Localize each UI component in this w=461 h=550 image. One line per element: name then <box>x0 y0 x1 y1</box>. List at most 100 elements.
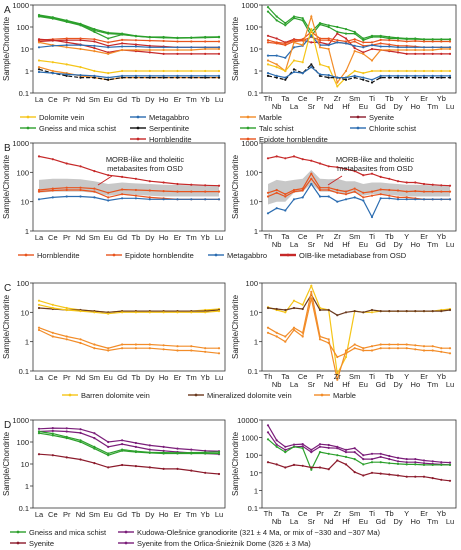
spider-C-xtick-label: Sm <box>349 372 360 381</box>
ree-D-point <box>204 471 207 474</box>
spider-A-point <box>422 40 426 43</box>
legend-label-B: Hornblendite <box>37 251 80 260</box>
ree-D-xtick-label: Lu <box>215 510 223 519</box>
ree-B-xtick-label: Tm <box>186 233 197 242</box>
spider-D-point <box>362 458 365 461</box>
spider-A-point <box>379 48 382 52</box>
spider-C-xtick-label: Tb <box>385 372 394 381</box>
spider-A-point <box>344 37 348 40</box>
ree-A-point <box>37 38 41 41</box>
y-axis-label-left-C: Sample/Chondrite <box>2 294 11 359</box>
spider-A-point <box>301 17 304 20</box>
ree-C-xtick-label: Eu <box>104 373 113 382</box>
spider-A-point <box>284 22 287 25</box>
spider-C-point <box>422 345 426 348</box>
spider-D-point <box>353 471 356 474</box>
spider-A-point <box>318 63 322 66</box>
legend-marker-A <box>136 137 140 141</box>
ree-C-series-5 <box>38 329 220 354</box>
ree-A-point <box>176 48 179 52</box>
ree-A-xtick-label: Ho <box>159 95 169 104</box>
spider-D-point <box>266 461 270 464</box>
spider-A-point <box>336 85 339 88</box>
ree-D-point <box>65 427 68 430</box>
spider-A-series-7 <box>267 14 450 84</box>
spider-D-xtick-label: Eu <box>359 517 368 526</box>
ree-B-point <box>148 198 151 201</box>
spider-D-point <box>448 463 452 466</box>
spider-B-point <box>422 198 426 201</box>
ree-D-xtick-label: Gd <box>117 510 127 519</box>
spider-D-point <box>388 462 391 465</box>
spider-C-ytick-label: 100 <box>245 279 258 288</box>
spider-A-ytick-label: 100 <box>245 23 258 32</box>
ree-B-xtick-label: Eu <box>104 233 113 242</box>
spider-C-xtick-label: Ce <box>298 372 308 381</box>
spider-A-xtick-label: Ho <box>411 102 421 111</box>
ree-A-point <box>204 40 207 43</box>
spider-C-point <box>362 347 365 350</box>
spider-B-point <box>414 190 417 193</box>
ree-A-point <box>148 51 151 54</box>
spider-B-point <box>362 196 365 199</box>
ree-B-point <box>134 188 137 192</box>
spider-C-point <box>379 343 382 346</box>
ree-A-point <box>79 74 82 77</box>
spider-B-point <box>275 188 278 192</box>
spider-A-series-10 <box>267 66 450 81</box>
spider-A-xtick-label: Nb <box>272 102 282 111</box>
spider-A-xtick-label: Tm <box>427 102 438 111</box>
spider-A-point <box>414 69 417 73</box>
spider-D-point <box>275 439 278 442</box>
ree-B-point <box>134 197 137 200</box>
spider-A-point <box>431 48 434 52</box>
spider-A-point <box>310 66 313 69</box>
ree-A-point <box>190 36 193 39</box>
spider-A-point <box>353 44 356 47</box>
ree-A-ytick-label: 1000 <box>12 1 29 10</box>
ree-A-series-3 <box>38 15 220 40</box>
ree-B-point <box>162 198 165 201</box>
ree-A-point <box>51 17 54 20</box>
ree-A-point <box>190 69 193 73</box>
legend-label-A: Talc schist <box>259 124 295 133</box>
ree-A-point <box>93 40 96 43</box>
spider-A-point <box>292 17 296 20</box>
spider-B-point <box>318 186 322 189</box>
ree-B-point <box>217 198 221 201</box>
ree-A-point <box>217 74 221 77</box>
spider-B-point <box>275 207 278 210</box>
spider-A-point <box>318 46 322 49</box>
spider-A-point <box>405 74 408 77</box>
spider-A-point <box>327 37 330 40</box>
spider-C-xtick-label: Ti <box>369 372 375 381</box>
ree-D-point <box>79 458 82 461</box>
spider-A-point <box>405 76 408 79</box>
ree-A-point <box>162 52 165 56</box>
spider-D-point <box>301 443 304 446</box>
ree-A-point <box>93 74 96 77</box>
spider-A-point <box>370 59 374 62</box>
spider-B-point <box>284 157 287 160</box>
spider-B-xtick-label: Er <box>420 232 428 241</box>
spider-C-point <box>370 311 374 314</box>
spider-B-point <box>344 193 348 196</box>
spider-B-ytick-label: 100 <box>245 168 258 177</box>
ree-A-point <box>65 39 68 42</box>
spider-B-point <box>431 198 434 201</box>
ree-A-point <box>79 47 82 51</box>
spider-B-point <box>327 188 330 192</box>
ree-D-point <box>93 445 96 448</box>
spider-D-point <box>431 460 434 463</box>
spider-C-point <box>440 347 443 350</box>
ree-D-xtick-label: Eu <box>104 510 113 519</box>
spider-C-point <box>379 310 382 313</box>
ree-B-xtick-label: Nd <box>76 233 86 242</box>
ree-D-point <box>37 453 41 456</box>
ree-C-point <box>51 331 54 334</box>
spider-B-series-1 <box>267 155 451 187</box>
spider-B-point <box>301 196 304 199</box>
spider-D-xtick-label: Tb <box>385 509 394 518</box>
spider-D-point <box>379 452 382 455</box>
